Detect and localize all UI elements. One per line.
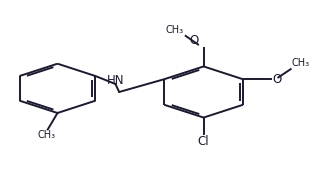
Text: CH₃: CH₃ xyxy=(166,25,184,35)
Text: HN: HN xyxy=(107,75,125,87)
Text: CH₃: CH₃ xyxy=(37,130,55,140)
Text: Cl: Cl xyxy=(198,135,209,148)
Text: CH₃: CH₃ xyxy=(291,58,309,68)
Text: O: O xyxy=(272,73,281,86)
Text: O: O xyxy=(189,34,199,47)
